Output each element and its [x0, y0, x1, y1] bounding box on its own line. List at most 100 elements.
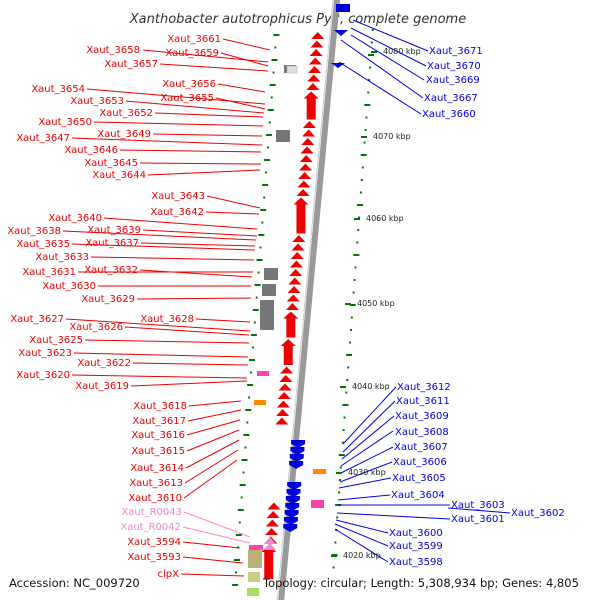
gene-label-left[interactable]: Xaut_3656 [162, 79, 216, 90]
gene-label-left[interactable]: Xaut_3625 [29, 335, 83, 346]
gene-label-right[interactable]: Xaut_3607 [394, 442, 448, 453]
gene-label-left[interactable]: Xaut_3645 [84, 158, 138, 169]
tick-left [264, 159, 270, 161]
gene-label-left[interactable]: Xaut_3632 [84, 265, 138, 276]
gene-label-left[interactable]: Xaut_3649 [97, 129, 151, 140]
reverse-gene-arrow [290, 447, 305, 455]
gene-label-left[interactable]: Xaut_3653 [70, 96, 124, 107]
gene-label-left[interactable]: Xaut_3613 [129, 478, 183, 489]
leader-line-right [338, 477, 392, 489]
gene-label-right[interactable]: Xaut_3608 [395, 427, 449, 438]
gene-label-left[interactable]: Xaut_3655 [160, 93, 214, 104]
gene-label-left[interactable]: Xaut_3630 [42, 281, 96, 292]
gene-label-left[interactable]: Xaut_3619 [75, 381, 129, 392]
gene-label-left[interactable]: Xaut_3661 [167, 34, 221, 45]
accession-text: Accession: NC_009720 [9, 576, 140, 590]
leader-line-left [93, 121, 264, 127]
rna-gene-arrow [264, 537, 276, 544]
gene-label-left[interactable]: Xaut_3623 [18, 348, 72, 359]
gene-label-left-rna[interactable]: Xaut_R0042 [120, 522, 181, 533]
gene-label-left[interactable]: Xaut_3646 [64, 145, 118, 156]
leader-line-left [206, 195, 261, 209]
gene-label-right[interactable]: Xaut_3602 [511, 508, 565, 519]
gene-label-left[interactable]: Xaut_3628 [140, 314, 194, 325]
gene-label-left[interactable]: Xaut_3654 [31, 84, 85, 95]
gene-label-left-rna[interactable]: Xaut_R0043 [121, 507, 182, 518]
tick-left [263, 196, 266, 199]
gene-label-left[interactable]: Xaut_3647 [16, 133, 70, 144]
gene-label-left[interactable]: Xaut_3629 [81, 294, 135, 305]
gene-label-right[interactable]: Xaut_3606 [393, 457, 447, 468]
gene-label-left[interactable]: Xaut_3635 [16, 239, 70, 250]
gene-label-left[interactable]: Xaut_3610 [128, 493, 182, 504]
gene-label-right[interactable]: Xaut_3670 [427, 61, 481, 72]
leader-line-right [352, 19, 429, 52]
gene-label-left[interactable]: Xaut_3616 [131, 430, 185, 441]
right-gene-labels: Xaut_3671 Xaut_3670 Xaut_3669 Xaut_3667 … [389, 46, 565, 568]
gene-label-left[interactable]: Xaut_3650 [38, 117, 92, 128]
gene-label-right[interactable]: Xaut_3671 [429, 46, 483, 57]
gene-label-left[interactable]: Xaut_3644 [92, 170, 146, 181]
gene-label-left[interactable]: Xaut_3642 [150, 207, 204, 218]
leader-line-left [119, 149, 262, 153]
tick-left [273, 34, 280, 36]
gene-label-left[interactable]: Xaut_3627 [10, 314, 64, 325]
reverse-gene-arrow [331, 63, 345, 68]
gene-label-left[interactable]: Xaut_3643 [151, 191, 205, 202]
gene-label-left[interactable]: Xaut_3622 [77, 358, 131, 369]
gene-label-left[interactable]: Xaut_3659 [165, 48, 219, 59]
forward-gene-arrow [261, 545, 277, 579]
gene-label-right[interactable]: Xaut_3598 [389, 557, 443, 568]
gene-label-right[interactable]: Xaut_3667 [424, 93, 478, 104]
leader-line-left [140, 242, 256, 247]
tick-right [369, 66, 372, 69]
gene-label-left[interactable]: Xaut_3620 [16, 370, 70, 381]
leader-line-left [205, 211, 260, 215]
gene-label-right[interactable]: Xaut_3669 [426, 75, 480, 86]
gene-label-right[interactable]: Xaut_3603 [451, 500, 505, 511]
forward-gene-arrow [310, 40, 324, 48]
gene-label-left[interactable]: Xaut_3657 [104, 59, 158, 70]
gene-label-right[interactable]: Xaut_3604 [391, 490, 445, 501]
gene-label-right[interactable]: Xaut_3601 [451, 514, 505, 525]
gene-label-right[interactable]: Xaut_3600 [389, 528, 443, 539]
gene-label-right[interactable]: Xaut_3605 [392, 473, 446, 484]
scale-label: 4040 kbp [352, 382, 390, 391]
tick-left [265, 171, 268, 174]
reverse-gene-arrow [285, 503, 300, 511]
tick-right [350, 316, 353, 319]
reverse-gene-arrow [284, 510, 299, 518]
gene-label-left[interactable]: Xaut_3638 [7, 226, 61, 237]
gene-label-right[interactable]: Xaut_3609 [395, 411, 449, 422]
gene-label-left[interactable]: Xaut_3639 [87, 225, 141, 236]
gene-label-left[interactable]: Xaut_3594 [127, 537, 181, 548]
tick-left [266, 146, 269, 149]
forward-gene-arrow [302, 129, 316, 137]
tick-right [332, 566, 335, 569]
gene-label-left[interactable]: Xaut_3618 [133, 401, 187, 412]
gene-label-left[interactable]: clpX [158, 569, 180, 580]
gene-label-left[interactable]: Xaut_3626 [69, 322, 123, 333]
tick-right [359, 191, 362, 194]
gene-label-right[interactable]: Xaut_3612 [397, 382, 451, 393]
misc-feature [247, 588, 259, 596]
gene-features [247, 4, 350, 596]
gene-label-left[interactable]: Xaut_3631 [22, 267, 76, 278]
gene-label-right[interactable]: Xaut_3611 [396, 396, 450, 407]
gene-label-left[interactable]: Xaut_3658 [86, 45, 140, 56]
forward-gene-arrow [306, 83, 320, 90]
gene-label-left[interactable]: Xaut_3640 [48, 213, 102, 224]
gene-label-right[interactable]: Xaut_3599 [389, 541, 443, 552]
forward-gene-arrow [297, 180, 311, 188]
gene-label-left[interactable]: Xaut_3593 [127, 552, 181, 563]
gene-label-left[interactable]: Xaut_3617 [132, 416, 186, 427]
gene-label-left[interactable]: Xaut_3633 [35, 252, 89, 263]
leader-line-left [139, 162, 262, 165]
gene-label-left[interactable]: Xaut_3652 [99, 108, 153, 119]
gene-label-left[interactable]: Xaut_3637 [85, 238, 139, 249]
leader-line-left [188, 400, 242, 407]
gene-label-right[interactable]: Xaut_3660 [422, 109, 476, 120]
gene-label-left[interactable]: Xaut_3615 [131, 446, 185, 457]
rna-gene [257, 371, 269, 376]
gene-label-left[interactable]: Xaut_3614 [130, 463, 184, 474]
